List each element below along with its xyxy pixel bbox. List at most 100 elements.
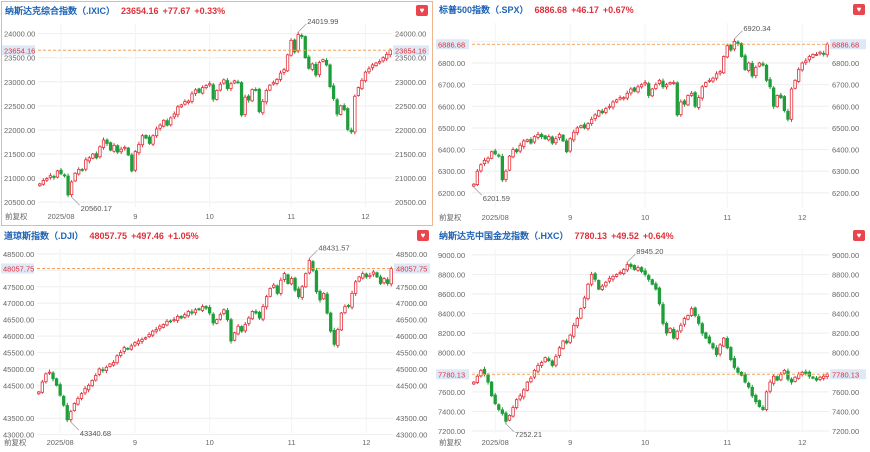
candle-body	[41, 180, 45, 185]
y-tick-left: 9000.00	[438, 251, 465, 260]
candle-body	[222, 79, 226, 84]
candle-body	[172, 113, 176, 118]
panel-ixic[interactable]: 纳斯达克综合指数（.IXIC） 23654.16 +77.67 +0.33% ♥ 2400…	[1, 1, 433, 226]
index-name[interactable]: 纳斯达克中国金龙指数（.HXC）	[439, 231, 569, 241]
candle-body	[629, 88, 633, 94]
candle-body	[550, 136, 554, 144]
candle-body	[704, 332, 708, 339]
y-tick-right: 24000.00	[395, 30, 426, 39]
candle-body	[363, 71, 368, 82]
y-tick-right: 46000.00	[396, 332, 427, 341]
candle-body	[115, 355, 119, 364]
panel-spx[interactable]: 标普500指数（.SPX）6886.68+46.17+0.67%♥6900.00…	[436, 1, 869, 226]
y-tick-right: 8200.00	[832, 329, 859, 338]
candlestick-chart: 48500.0048500.0048000.0048000.0047500.00…	[1, 243, 430, 447]
candle-body	[529, 139, 533, 144]
candle-body	[679, 101, 683, 115]
candle-body	[300, 286, 304, 298]
candle-body	[232, 80, 237, 84]
candle-body	[686, 95, 690, 106]
low-label: 20560.17	[81, 204, 112, 213]
candle-body	[282, 273, 287, 280]
candle-body	[54, 378, 59, 386]
candle-body	[47, 371, 52, 374]
y-tick-left: 22000.00	[4, 126, 35, 135]
y-tick-right: 7400.00	[832, 407, 859, 416]
candle-body	[589, 274, 594, 285]
y-tick-left: 8200.00	[438, 329, 465, 338]
candle-body	[789, 88, 794, 120]
y-tick-left: 45500.00	[3, 349, 34, 358]
panel-dji[interactable]: 道琼斯指数（.DJI） 48057.75 +497.46 +1.05% ♥ 48500.0…	[1, 227, 433, 451]
candle-body	[554, 356, 558, 366]
candle-body	[607, 277, 612, 282]
candle-body	[133, 151, 137, 171]
candle-body	[197, 308, 201, 311]
candle-body	[108, 363, 112, 367]
last-price-tag-left	[2, 45, 35, 56]
candle-body	[94, 375, 98, 381]
candle-body	[761, 406, 765, 410]
candle-body	[561, 340, 565, 349]
y-tick-right: 23500.00	[395, 54, 426, 63]
index-name[interactable]: 纳斯达克综合指数（.IXIC）	[5, 6, 116, 16]
candle-body	[818, 51, 822, 55]
candle-body	[240, 326, 244, 332]
candle-body	[707, 336, 712, 344]
candle-body	[686, 315, 690, 320]
candle-body	[507, 414, 512, 421]
last-price-tag-right	[830, 39, 866, 50]
candle-body	[750, 386, 754, 397]
candle-body	[797, 69, 801, 82]
candle-body	[500, 156, 504, 181]
y-tick-left: 22500.00	[4, 102, 35, 111]
candle-body	[482, 368, 487, 375]
candle-body	[321, 59, 325, 62]
candle-body	[775, 95, 779, 108]
heart-icon[interactable]: ♥	[853, 230, 865, 241]
heart-icon[interactable]: ♥	[417, 230, 429, 241]
panel-hxc[interactable]: 纳斯达克中国金龙指数（.HXC） 7780.13 +49.52 +0.64% ♥ 9000…	[436, 227, 869, 451]
candle-body	[104, 366, 109, 371]
index-name[interactable]: 道琼斯指数（.DJI）	[4, 231, 84, 241]
candle-body	[772, 375, 776, 384]
candle-body	[331, 85, 336, 100]
last-price-label-left: 23654.16	[4, 46, 35, 55]
candle-body	[55, 170, 60, 178]
candle-body	[289, 39, 293, 56]
index-name[interactable]: 标普500指数（.SPX）	[439, 5, 529, 15]
candle-body	[657, 79, 662, 84]
candle-body	[254, 89, 258, 91]
candle-body	[657, 287, 662, 305]
y-tick-right: 47000.00	[396, 299, 427, 308]
candle-body	[285, 54, 290, 72]
candle-body	[572, 324, 576, 337]
candle-body	[639, 267, 644, 272]
y-tick-right: 8800.00	[832, 270, 859, 279]
panel-header: 纳斯达克中国金龙指数（.HXC） 7780.13 +49.52 +0.64%	[439, 229, 674, 243]
candle-body	[811, 376, 815, 379]
candle-body	[629, 263, 633, 268]
high-pointer	[309, 250, 318, 259]
candle-body	[725, 45, 729, 58]
high-pointer	[734, 30, 743, 40]
candle-body	[94, 153, 99, 159]
high-pointer	[627, 253, 636, 263]
y-tick-left: 8000.00	[438, 349, 465, 358]
candle-body	[625, 264, 629, 271]
candle-body	[793, 79, 797, 89]
candle-body	[614, 99, 619, 103]
candle-body	[747, 382, 751, 388]
heart-icon[interactable]: ♥	[853, 4, 865, 15]
heart-icon[interactable]: ♥	[416, 5, 428, 16]
candle-body	[37, 391, 41, 395]
candle-body	[388, 49, 392, 56]
candle-body	[62, 174, 67, 177]
high-pointer	[297, 23, 307, 33]
candle-body	[618, 272, 622, 275]
candle-body	[536, 134, 540, 138]
candle-body	[66, 175, 70, 196]
candle-body	[247, 317, 251, 324]
x-tick-label: 12	[798, 438, 806, 447]
